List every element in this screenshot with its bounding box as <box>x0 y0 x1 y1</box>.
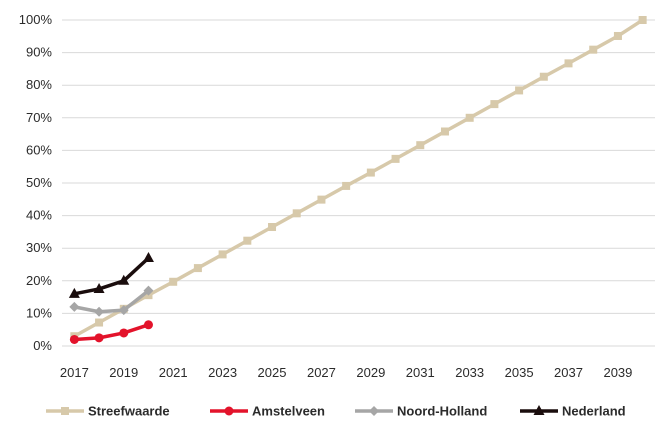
y-tick-label: 30% <box>26 240 52 255</box>
streefwaarde-point <box>465 113 474 122</box>
x-axis: 2017 2019 2021 2023 2025 2027 2029 2031 2033 2035… <box>60 365 633 380</box>
amstelveen-point <box>119 328 129 338</box>
streefwaarde-point <box>268 223 277 232</box>
streefwaarde-point <box>317 195 326 204</box>
y-tick-label: 40% <box>26 208 52 223</box>
legend-label: Streefwaarde <box>88 404 170 419</box>
x-tick-label: 2025 <box>258 365 287 380</box>
x-tick-label: 2023 <box>208 365 237 380</box>
streefwaarde-point <box>342 181 351 190</box>
streefwaarde-point <box>515 86 524 95</box>
y-tick-label: 0% <box>33 338 52 353</box>
streefwaarde-point <box>490 100 499 109</box>
legend-swatch-marker <box>224 406 234 416</box>
noord-holland-point <box>94 306 105 317</box>
y-tick-label: 90% <box>26 45 52 60</box>
streefwaarde-point <box>416 141 425 150</box>
series-layer <box>68 16 647 344</box>
streefwaarde-point <box>243 236 252 245</box>
series-nederland <box>68 251 154 298</box>
noord-holland-point <box>143 285 154 296</box>
y-tick-label: 60% <box>26 142 52 157</box>
legend-item-streefwaarde: Streefwaarde <box>46 404 170 419</box>
x-tick-label: 2033 <box>455 365 484 380</box>
legend-swatch-marker <box>61 407 69 415</box>
y-axis: 0% 10% 20% 30% 40% 50% 60% 70% 80% 90% 100% <box>19 12 53 353</box>
streefwaarde-point <box>539 72 548 81</box>
y-tick-label: 80% <box>26 77 52 92</box>
y-tick-label: 100% <box>19 12 53 27</box>
x-tick-label: 2021 <box>159 365 188 380</box>
gridlines <box>62 19 655 347</box>
x-tick-label: 2031 <box>406 365 435 380</box>
legend-swatch-marker <box>369 406 379 416</box>
amstelveen-point <box>94 333 104 343</box>
x-tick-label: 2039 <box>603 365 632 380</box>
nederland-point <box>118 274 130 285</box>
streefwaarde-point <box>391 154 400 163</box>
streefwaarde-point <box>292 209 301 218</box>
streefwaarde-point <box>169 277 178 286</box>
amstelveen-point <box>69 334 79 344</box>
x-tick-label: 2017 <box>60 365 89 380</box>
noord-holland-point <box>69 301 80 312</box>
x-tick-label: 2027 <box>307 365 336 380</box>
streefwaarde-point <box>564 59 573 68</box>
nederland-point <box>93 282 105 293</box>
nederland-point <box>68 287 80 298</box>
amstelveen-point <box>143 320 153 330</box>
streefwaarde-point <box>218 250 227 259</box>
streefwaarde-point <box>366 168 375 177</box>
legend-label: Nederland <box>562 404 626 419</box>
legend-item-amstelveen: Amstelveen <box>210 404 325 419</box>
series-amstelveen <box>69 320 153 344</box>
nederland-point <box>142 251 154 262</box>
x-tick-label: 2019 <box>109 365 138 380</box>
y-tick-label: 20% <box>26 273 52 288</box>
streefwaarde-point <box>440 127 449 136</box>
streefwaarde-point <box>95 318 104 327</box>
series-streefwaarde <box>70 16 647 341</box>
x-tick-label: 2035 <box>505 365 534 380</box>
streefwaarde-point <box>193 264 202 273</box>
legend-label: Amstelveen <box>252 404 325 419</box>
y-tick-label: 70% <box>26 110 52 125</box>
streefwaarde-point <box>589 45 598 54</box>
legend-label: Noord-Holland <box>397 404 487 419</box>
streefwaarde-line <box>73 18 644 338</box>
noord-holland-point <box>118 305 129 316</box>
series-noord-holland <box>69 285 154 317</box>
legend: Streefwaarde Amstelveen Noord-Holland Neder… <box>46 404 626 419</box>
y-tick-label: 50% <box>26 175 52 190</box>
y-tick-label: 10% <box>26 305 52 320</box>
amstelveen-line <box>74 323 150 342</box>
streefwaarde-point <box>638 16 647 24</box>
legend-item-nederland: Nederland <box>520 404 626 419</box>
legend-item-noord-holland: Noord-Holland <box>355 404 487 419</box>
x-tick-label: 2037 <box>554 365 583 380</box>
nederland-line <box>74 256 150 296</box>
noord-holland-line <box>74 289 150 314</box>
streefwaarde-point <box>613 31 622 40</box>
x-tick-label: 2029 <box>356 365 385 380</box>
legend-swatch-marker <box>533 405 545 415</box>
